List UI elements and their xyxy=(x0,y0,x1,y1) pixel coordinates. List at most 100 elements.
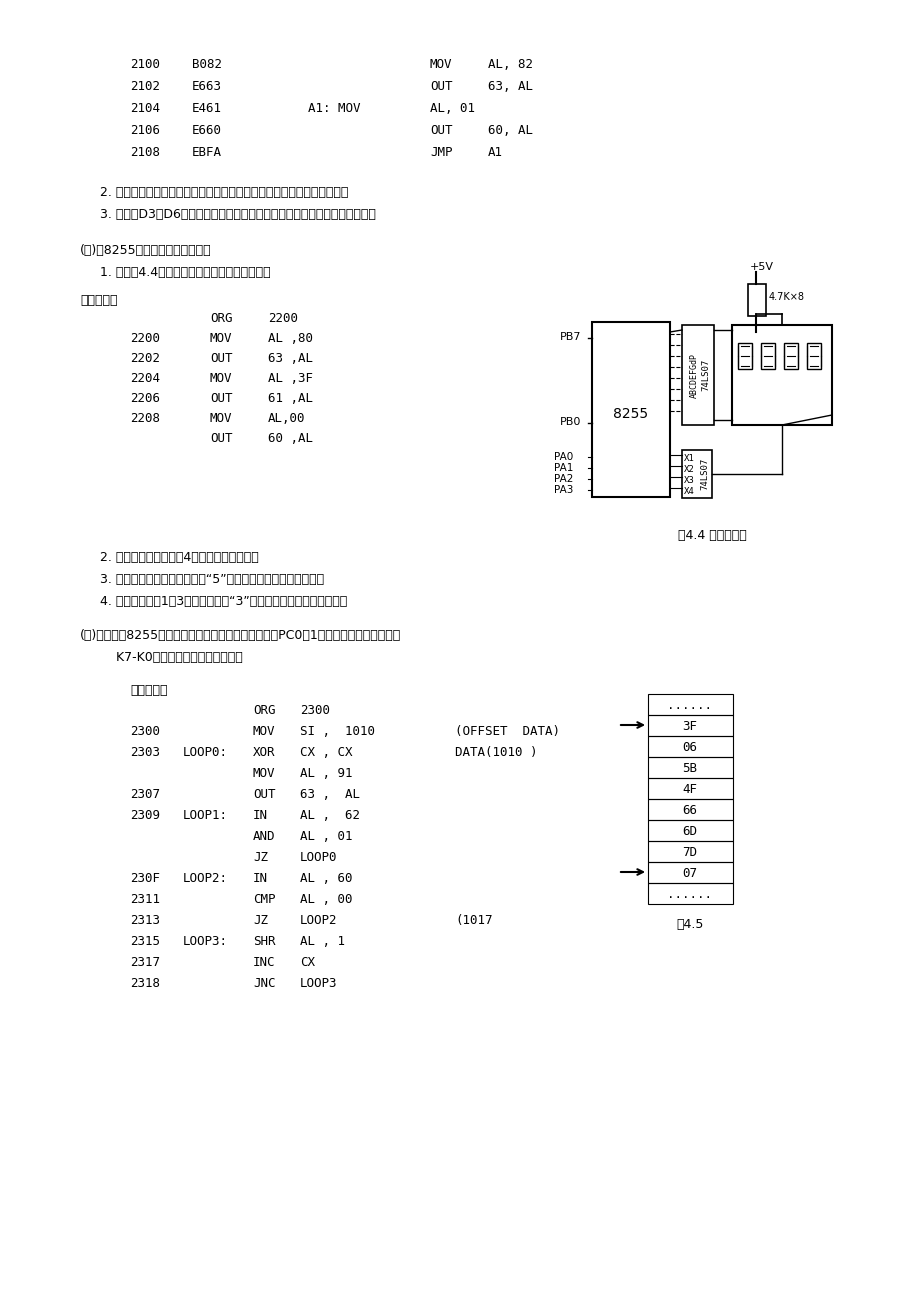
Text: 63 ,AL: 63 ,AL xyxy=(267,352,312,365)
Text: 2300: 2300 xyxy=(130,725,160,738)
Text: IN: IN xyxy=(253,872,267,885)
Text: OUT: OUT xyxy=(429,79,452,92)
Text: PB0: PB0 xyxy=(560,417,581,427)
Text: B082: B082 xyxy=(192,59,221,72)
Text: MOV: MOV xyxy=(210,411,233,424)
Text: OUT: OUT xyxy=(210,392,233,405)
Text: 4F: 4F xyxy=(682,783,697,796)
Text: 2100: 2100 xyxy=(130,59,160,72)
Text: JZ: JZ xyxy=(253,852,267,865)
Text: K7-K0中处于闭合的开关的位数。: K7-K0中处于闭合的开关的位数。 xyxy=(100,651,243,664)
Text: 2303: 2303 xyxy=(130,746,160,759)
Text: E660: E660 xyxy=(192,124,221,137)
Text: AL ,80: AL ,80 xyxy=(267,332,312,345)
Text: 4. 若要使只有第1、3个数码管显示“3”，应如何修改程序，实验之。: 4. 若要使只有第1、3个数码管显示“3”，应如何修改程序，实验之。 xyxy=(100,595,346,608)
Text: IN: IN xyxy=(253,809,267,822)
Text: OUT: OUT xyxy=(429,124,452,137)
Bar xyxy=(647,820,732,841)
Bar xyxy=(737,342,751,368)
Text: 2108: 2108 xyxy=(130,146,160,159)
Text: JZ: JZ xyxy=(253,914,267,927)
Text: AL , 01: AL , 01 xyxy=(300,829,352,842)
Text: AL ,  62: AL , 62 xyxy=(300,809,359,822)
Text: 3F: 3F xyxy=(682,720,697,733)
Bar xyxy=(760,342,774,368)
Text: 图4.5: 图4.5 xyxy=(675,918,703,931)
Text: 66: 66 xyxy=(682,805,697,816)
Text: LOOP1:: LOOP1: xyxy=(183,809,228,822)
Text: 2206: 2206 xyxy=(130,392,160,405)
Text: JNC: JNC xyxy=(253,976,275,990)
Text: 2200: 2200 xyxy=(130,332,160,345)
Text: OUT: OUT xyxy=(210,432,233,445)
Text: LOOP2:: LOOP2: xyxy=(183,872,228,885)
Text: A1: MOV: A1: MOV xyxy=(308,102,360,115)
Text: OUT: OUT xyxy=(253,788,275,801)
Text: X4: X4 xyxy=(683,487,694,496)
Text: MOV: MOV xyxy=(253,767,275,780)
Text: 60, AL: 60, AL xyxy=(487,124,532,137)
Bar xyxy=(747,284,766,316)
Text: 2315: 2315 xyxy=(130,935,160,948)
Text: AL , 60: AL , 60 xyxy=(300,872,352,885)
Text: 6D: 6D xyxy=(682,825,697,838)
Text: AL ,3F: AL ,3F xyxy=(267,372,312,385)
Text: X1: X1 xyxy=(683,454,694,464)
Text: 07: 07 xyxy=(682,867,697,880)
Text: LOOP0:: LOOP0: xyxy=(183,746,228,759)
Text: PA1: PA1 xyxy=(553,464,573,473)
Text: CMP: CMP xyxy=(253,893,275,906)
Text: 2311: 2311 xyxy=(130,893,160,906)
Text: 06: 06 xyxy=(682,741,697,754)
Text: 2202: 2202 xyxy=(130,352,160,365)
Text: AL , 1: AL , 1 xyxy=(300,935,345,948)
Text: 2. 运行程序，观察记录4个数码管显示情况。: 2. 运行程序，观察记录4个数码管显示情况。 xyxy=(100,551,258,564)
Text: 60 ,AL: 60 ,AL xyxy=(267,432,312,445)
Bar xyxy=(647,799,732,820)
Text: 2208: 2208 xyxy=(130,411,160,424)
Text: 3. 若要使数码管上显示字形为“5”，应如何修改程序，实验之。: 3. 若要使数码管上显示字形为“5”，应如何修改程序，实验之。 xyxy=(100,573,323,586)
Text: MOV: MOV xyxy=(210,332,233,345)
Text: 230F: 230F xyxy=(130,872,160,885)
Text: (四)综合运用8255的三个端口，使之实现如下功能：当PC0＝1时，在四个数码管上显示: (四)综合运用8255的三个端口，使之实现如下功能：当PC0＝1时，在四个数码管… xyxy=(80,629,401,642)
Text: AL , 91: AL , 91 xyxy=(300,767,352,780)
Text: 3. 若要使D3或D6对应的发光二极管点亮，试修改程序，进行实验并记录之。: 3. 若要使D3或D6对应的发光二极管点亮，试修改程序，进行实验并记录之。 xyxy=(100,208,376,221)
Text: 2102: 2102 xyxy=(130,79,160,92)
Text: 图4.4 实验线路图: 图4.4 实验线路图 xyxy=(677,529,745,542)
Text: LOOP3: LOOP3 xyxy=(300,976,337,990)
Bar xyxy=(647,779,732,799)
Bar xyxy=(647,736,732,756)
Text: AND: AND xyxy=(253,829,275,842)
Text: X3: X3 xyxy=(683,477,694,486)
Text: INC: INC xyxy=(253,956,275,969)
Text: E663: E663 xyxy=(192,79,221,92)
Text: PA2: PA2 xyxy=(553,474,573,484)
Bar xyxy=(681,326,713,424)
Text: LOOP3:: LOOP3: xyxy=(183,935,228,948)
Text: ABCDEFGdP: ABCDEFGdP xyxy=(688,353,698,397)
Text: 8255: 8255 xyxy=(613,408,648,421)
Text: 2313: 2313 xyxy=(130,914,160,927)
Bar xyxy=(732,326,831,424)
Text: CX , CX: CX , CX xyxy=(300,746,352,759)
Text: 63 ,  AL: 63 , AL xyxy=(300,788,359,801)
Text: AL, 01: AL, 01 xyxy=(429,102,474,115)
Text: 2309: 2309 xyxy=(130,809,160,822)
Text: MOV: MOV xyxy=(253,725,275,738)
Bar xyxy=(647,694,732,715)
Text: (三)用8255作为七段数码管的接口: (三)用8255作为七段数码管的接口 xyxy=(80,243,211,256)
Bar xyxy=(647,756,732,779)
Text: LOOP0: LOOP0 xyxy=(300,852,337,865)
Text: 74LS07: 74LS07 xyxy=(701,359,709,391)
Text: 61 ,AL: 61 ,AL xyxy=(267,392,312,405)
Text: ORG: ORG xyxy=(210,312,233,326)
Text: 2200: 2200 xyxy=(267,312,298,326)
Text: 1. 按照图4.4连接实验线路，并输入下列程序。: 1. 按照图4.4连接实验线路，并输入下列程序。 xyxy=(100,266,270,279)
Text: LOOP2: LOOP2 xyxy=(300,914,337,927)
Text: 5B: 5B xyxy=(682,762,697,775)
Text: MOV: MOV xyxy=(210,372,233,385)
Text: 2318: 2318 xyxy=(130,976,160,990)
Bar xyxy=(783,342,797,368)
Text: 2106: 2106 xyxy=(130,124,160,137)
Text: 7D: 7D xyxy=(682,846,697,859)
